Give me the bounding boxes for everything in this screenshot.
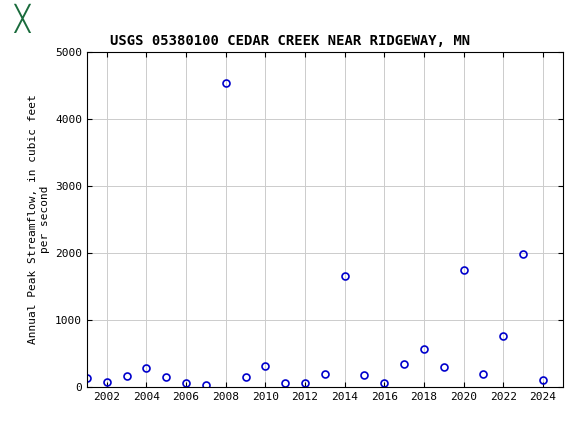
Y-axis label: Annual Peak Streamflow, in cubic feet
per second: Annual Peak Streamflow, in cubic feet pe…: [28, 95, 49, 344]
Text: USGS: USGS: [64, 9, 124, 28]
Text: ╳: ╳: [14, 4, 30, 33]
FancyBboxPatch shape: [3, 3, 43, 34]
Text: USGS 05380100 CEDAR CREEK NEAR RIDGEWAY, MN: USGS 05380100 CEDAR CREEK NEAR RIDGEWAY,…: [110, 34, 470, 48]
